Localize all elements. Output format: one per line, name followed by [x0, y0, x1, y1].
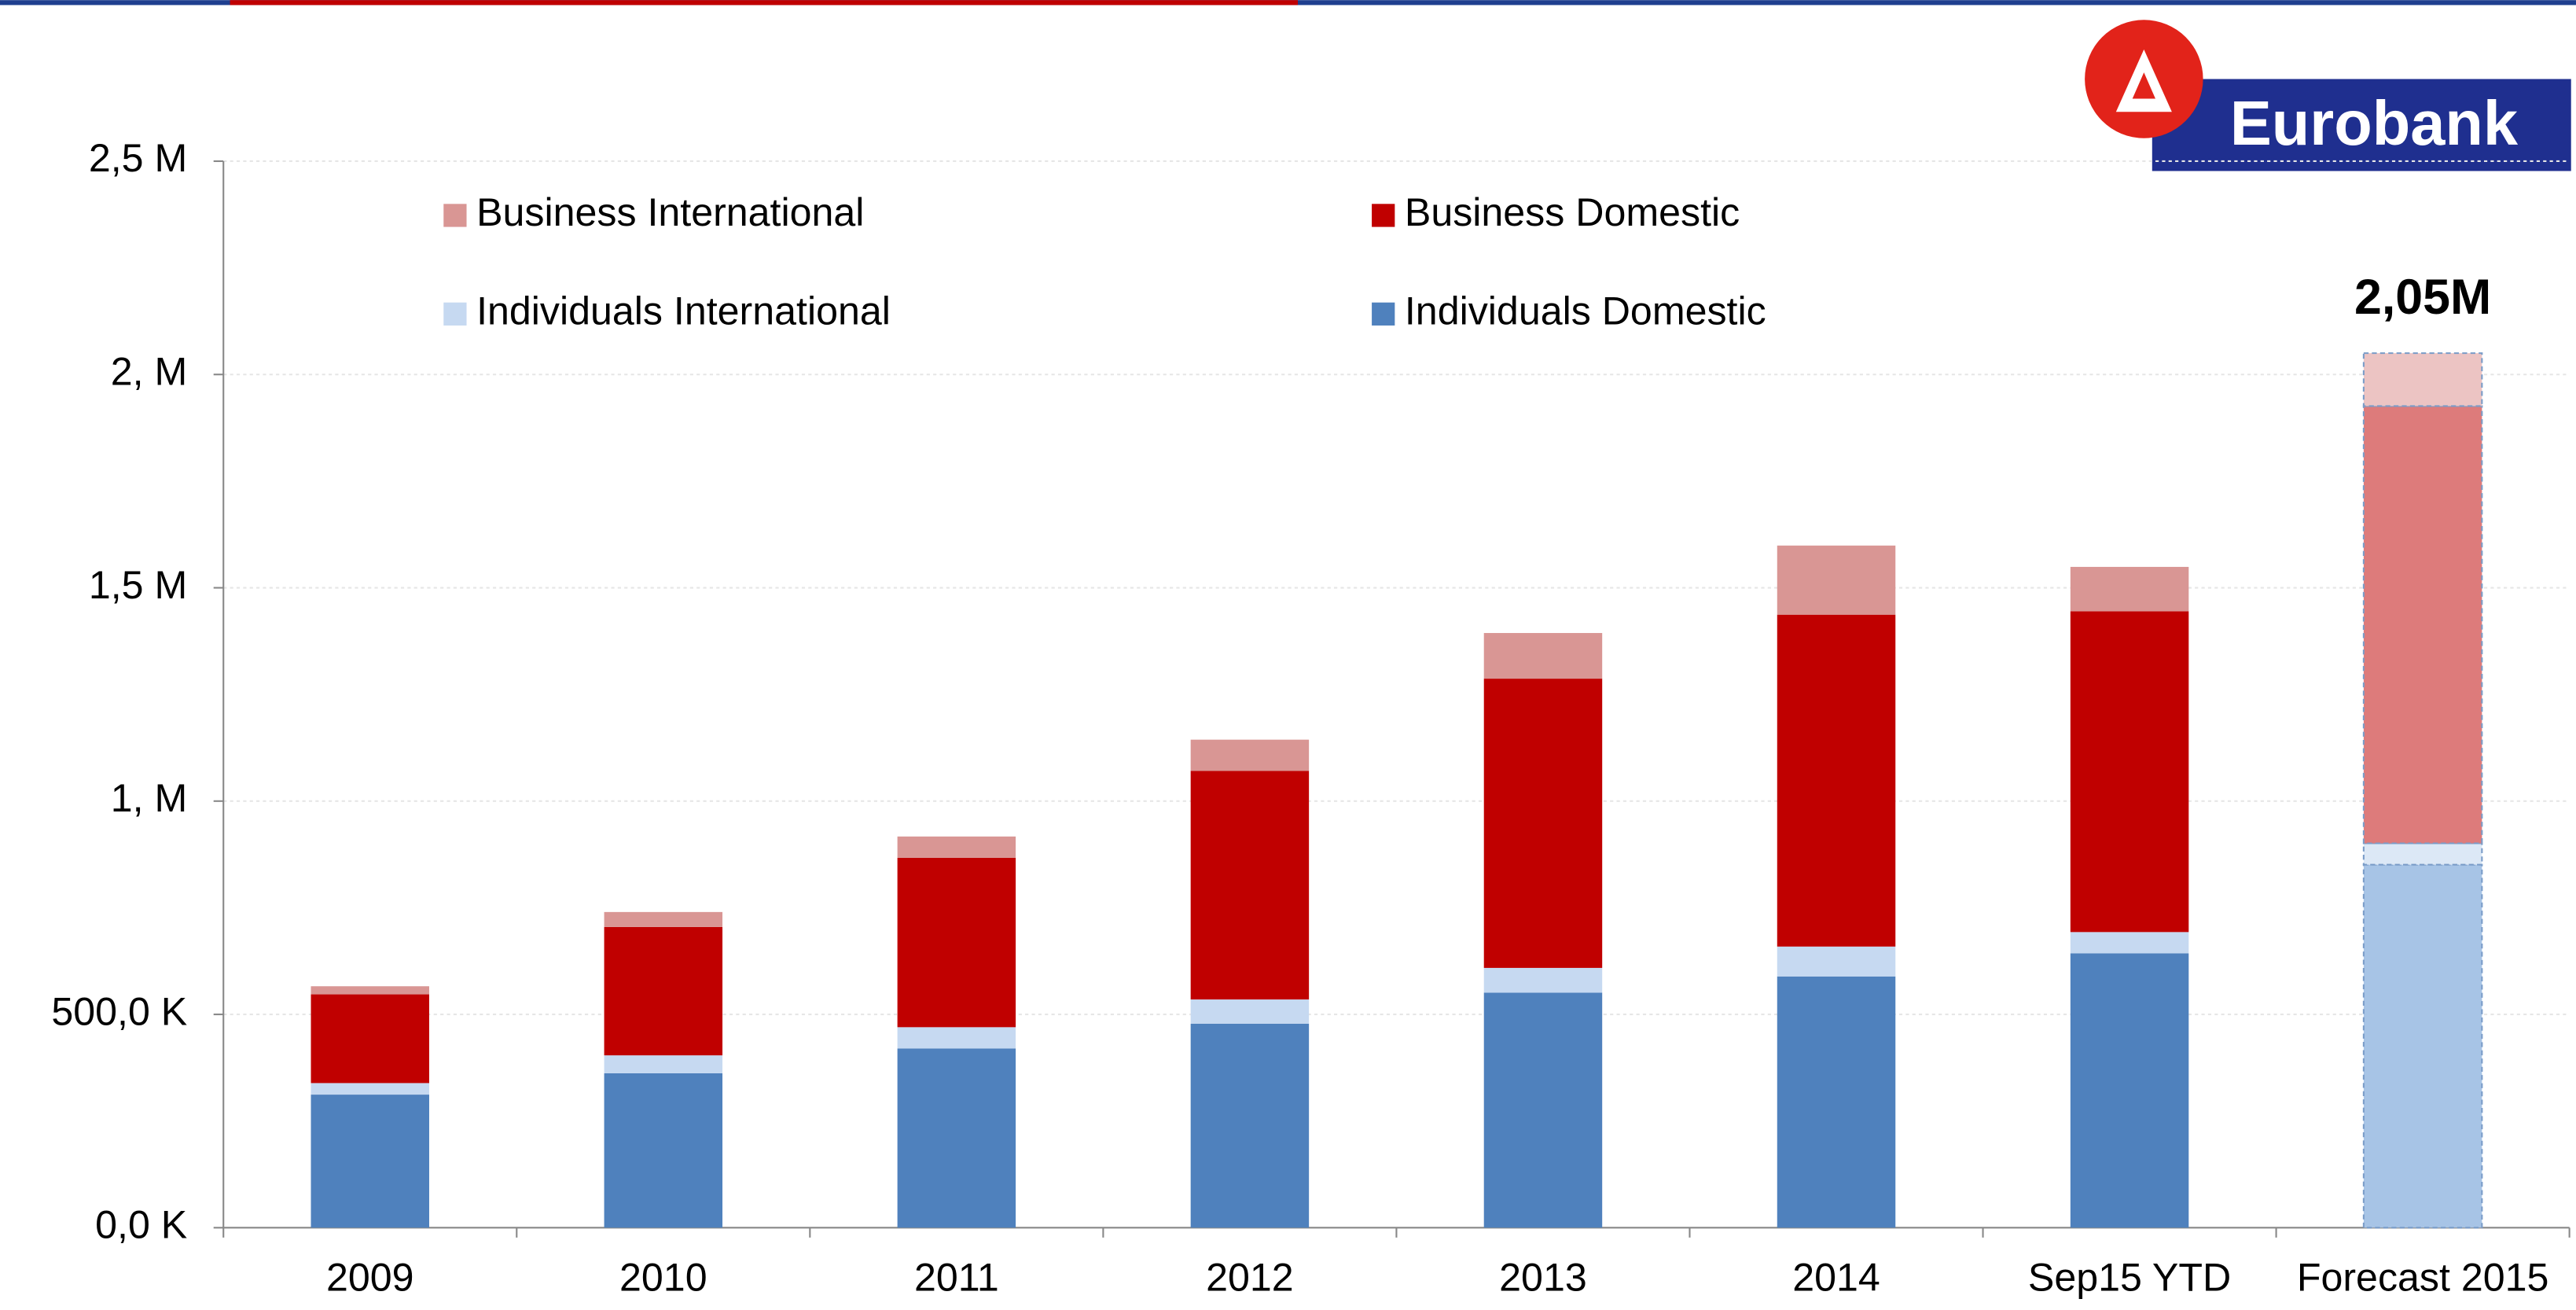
bar-segment [311, 986, 429, 995]
bar-segment [311, 1095, 429, 1228]
bar-segment [1190, 771, 1310, 1000]
logo-box [2152, 79, 2571, 171]
y-tick-label: 500,0 K [51, 989, 187, 1033]
x-tick-label: Forecast 2015 [2297, 1255, 2549, 1299]
bar-segment [311, 1083, 429, 1095]
y-tick-label: 2, M [111, 350, 188, 394]
bar-segment [2362, 842, 2483, 866]
logo-mark [2115, 49, 2172, 112]
logo-text: Eurobank [2230, 88, 2519, 158]
x-tick-label: 2010 [619, 1255, 707, 1299]
top-stripe-red [230, 0, 1299, 6]
bar-segment [1190, 739, 1310, 771]
bar-segment [604, 1073, 723, 1228]
bar-segment [604, 1055, 723, 1073]
bar-segment [1483, 633, 1603, 679]
bar-segment [897, 857, 1016, 1028]
bar-segment [1777, 614, 1896, 947]
logo-circle [2085, 20, 2203, 138]
bar-segment [311, 994, 429, 1084]
y-tick-label: 1,5 M [89, 563, 187, 607]
bar-segment [1777, 976, 1896, 1228]
legend-label: Individuals Domestic [1405, 289, 1766, 333]
x-tick-label: 2009 [326, 1255, 414, 1299]
x-tick-label: 2011 [914, 1255, 999, 1299]
y-tick-label: 0,0 K [95, 1203, 187, 1247]
x-tick-label: 2012 [1206, 1255, 1294, 1299]
y-tick-label: 1, M [111, 776, 188, 820]
legend-label: Business Domestic [1405, 190, 1740, 234]
legend-swatch [1372, 302, 1395, 326]
bar-segment [2362, 405, 2483, 845]
bar-segment [1777, 946, 1896, 977]
legend-label: Business International [476, 190, 864, 234]
bar-segment [2070, 953, 2189, 1228]
y-tick-label: 2,5 M [89, 136, 187, 180]
bar-segment [1190, 999, 1310, 1025]
legend-swatch [1372, 204, 1395, 227]
x-tick-label: 2014 [1792, 1255, 1880, 1299]
bar-segment [1777, 545, 1896, 615]
x-tick-label: Sep15 YTD [2028, 1255, 2231, 1299]
bar-segment [1483, 967, 1603, 993]
bar-segment [604, 911, 723, 927]
bar-segment [604, 926, 723, 1056]
bar-segment [2362, 863, 2483, 1229]
bar-segment [2070, 932, 2189, 954]
bar-segment [1483, 679, 1603, 968]
annotation: 2,05M [2354, 270, 2491, 325]
bar-segment [2362, 352, 2483, 407]
bar-segment [1483, 992, 1603, 1228]
bar-segment [897, 1027, 1016, 1049]
logo: Eurobank [2085, 20, 2571, 171]
bar-segment [2070, 611, 2189, 933]
bar-segment [1190, 1024, 1310, 1228]
bar-segment [897, 836, 1016, 858]
legend-swatch [443, 302, 467, 326]
legend-label: Individuals International [476, 289, 891, 333]
x-tick-label: 2013 [1499, 1255, 1587, 1299]
bar-segment [897, 1048, 1016, 1228]
legend-swatch [443, 204, 467, 227]
bar-segment [2070, 566, 2189, 612]
